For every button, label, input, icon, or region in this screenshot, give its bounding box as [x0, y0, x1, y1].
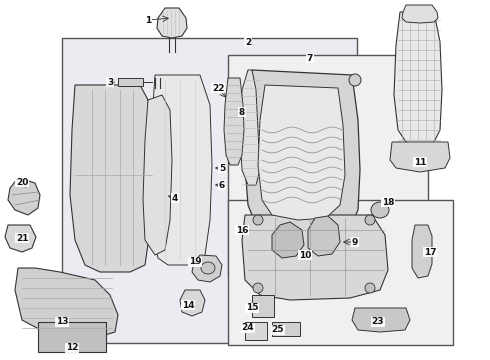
Text: 15: 15: [246, 303, 258, 312]
Polygon shape: [258, 85, 345, 220]
Ellipse shape: [365, 215, 375, 225]
Ellipse shape: [365, 283, 375, 293]
Bar: [245, 322, 267, 340]
Ellipse shape: [349, 74, 361, 86]
Polygon shape: [15, 268, 118, 338]
Polygon shape: [143, 95, 172, 255]
Text: 14: 14: [182, 301, 195, 310]
Polygon shape: [412, 225, 432, 278]
Bar: [252, 295, 274, 317]
Text: 12: 12: [66, 343, 78, 352]
Polygon shape: [308, 216, 340, 256]
Polygon shape: [70, 85, 152, 272]
Text: 10: 10: [299, 251, 311, 260]
Polygon shape: [352, 308, 410, 332]
Bar: [38, 322, 106, 352]
Text: 4: 4: [172, 194, 178, 202]
Ellipse shape: [253, 215, 263, 225]
Text: 18: 18: [382, 198, 394, 207]
Text: 16: 16: [236, 225, 248, 234]
Ellipse shape: [201, 262, 215, 274]
Polygon shape: [8, 178, 40, 215]
Text: 13: 13: [56, 318, 68, 327]
Polygon shape: [394, 12, 442, 146]
Text: 25: 25: [272, 325, 284, 334]
Text: 22: 22: [212, 84, 224, 93]
Text: 19: 19: [189, 257, 201, 266]
Polygon shape: [240, 70, 260, 185]
Polygon shape: [180, 290, 205, 316]
Ellipse shape: [253, 283, 263, 293]
Text: 20: 20: [16, 177, 28, 186]
Text: 24: 24: [242, 324, 254, 333]
Text: 23: 23: [372, 318, 384, 327]
Bar: [62, 38, 357, 343]
Polygon shape: [192, 255, 222, 282]
Polygon shape: [242, 215, 388, 300]
Text: 5: 5: [219, 163, 225, 172]
Polygon shape: [5, 225, 36, 252]
Text: 11: 11: [414, 158, 426, 166]
Ellipse shape: [371, 202, 389, 218]
Text: 3: 3: [107, 77, 113, 86]
Text: 21: 21: [16, 234, 28, 243]
Text: 2: 2: [245, 37, 251, 46]
Bar: [118, 78, 143, 86]
Text: 8: 8: [239, 108, 245, 117]
Polygon shape: [224, 78, 244, 165]
Text: 7: 7: [307, 54, 313, 63]
Polygon shape: [272, 222, 304, 258]
Bar: [228, 55, 428, 275]
Polygon shape: [150, 75, 212, 265]
Text: 17: 17: [424, 248, 436, 257]
Text: 1: 1: [145, 15, 151, 24]
Text: 9: 9: [352, 238, 358, 247]
Polygon shape: [390, 142, 450, 172]
Text: 6: 6: [219, 180, 225, 189]
Bar: [272, 322, 300, 336]
Polygon shape: [402, 5, 438, 23]
Bar: [228, 200, 453, 345]
Polygon shape: [245, 70, 360, 248]
Polygon shape: [157, 8, 187, 38]
